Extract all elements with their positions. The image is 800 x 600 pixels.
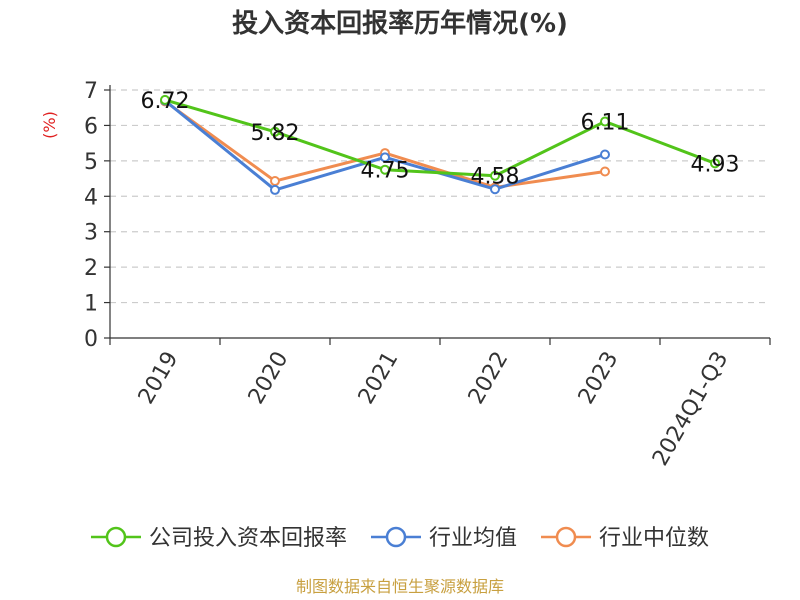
series-0-point-4 <box>600 116 610 127</box>
series-1-point-4 <box>600 149 610 160</box>
y-tick-label-3: 3 <box>84 221 98 246</box>
data-label-1: 5.82 <box>251 121 300 146</box>
series-line-0 <box>163 98 717 178</box>
legend-item-1: 行业均值 <box>370 526 517 551</box>
data-label-3: 4.58 <box>471 165 520 190</box>
legend-swatch-marker-0 <box>105 526 127 548</box>
legend-item-2: 行业中位数 <box>541 526 709 551</box>
series-0-point-5 <box>710 158 720 169</box>
source-label: 制图数据来自恒生聚源数据库 <box>296 577 504 596</box>
series-1-point-3 <box>490 184 500 195</box>
y-tick-label-4: 4 <box>84 185 98 210</box>
legend-swatch-marker-2 <box>555 526 577 548</box>
series-lines <box>160 94 720 195</box>
legend-label-0: 公司投入资本回报率 <box>149 526 347 551</box>
legend-swatch-marker-1 <box>385 526 407 548</box>
data-labels: 6.72 5.82 4.75 4.58 6.11 4.93 <box>141 89 740 190</box>
x-tick-label-0: 2019 <box>134 348 184 409</box>
y-tick-label-7: 7 <box>84 79 98 104</box>
x-tick-label-2: 2021 <box>354 348 404 409</box>
series-0-point-3 <box>490 170 500 181</box>
series-1-point-1 <box>270 184 280 195</box>
y-tick-label-2: 2 <box>84 256 98 281</box>
series-0-point-2 <box>380 164 390 175</box>
grid-lines <box>110 89 770 304</box>
legend-label-1: 行业均值 <box>429 526 517 551</box>
x-tick-label-4: 2023 <box>574 348 624 409</box>
y-tick-label-6: 6 <box>84 114 98 139</box>
y-tick-label-0: 0 <box>84 327 98 352</box>
x-tick-label-5: 2024Q1-Q3 <box>648 348 733 471</box>
data-label-0: 6.72 <box>141 89 190 114</box>
series-2-point-1 <box>270 176 280 187</box>
y-tick-label-5: 5 <box>84 150 98 175</box>
y-axis-unit-label: (%) <box>40 111 59 139</box>
legend: 公司投入资本回报率 行业均值 行业中位数 <box>90 526 709 551</box>
x-tick-label-3: 2022 <box>464 348 514 409</box>
axes: 0 1 2 3 4 5 6 7 2019 2020 2021 2022 2023 2024Q1-Q3 <box>84 79 771 471</box>
series-0-point-0 <box>160 94 170 105</box>
legend-label-2: 行业中位数 <box>599 526 709 551</box>
series-1-point-2 <box>380 152 390 163</box>
data-label-2: 4.75 <box>361 159 410 184</box>
series-0-point-1 <box>270 126 280 137</box>
data-label-5: 4.93 <box>691 152 740 177</box>
series-2-point-4 <box>600 166 610 177</box>
chart-title: 投入资本回报率历年情况(%) <box>232 8 568 39</box>
legend-item-0: 公司投入资本回报率 <box>90 526 347 551</box>
y-tick-label-1: 1 <box>84 292 98 317</box>
x-tick-label-1: 2020 <box>244 348 294 409</box>
data-label-4: 6.11 <box>581 111 630 136</box>
